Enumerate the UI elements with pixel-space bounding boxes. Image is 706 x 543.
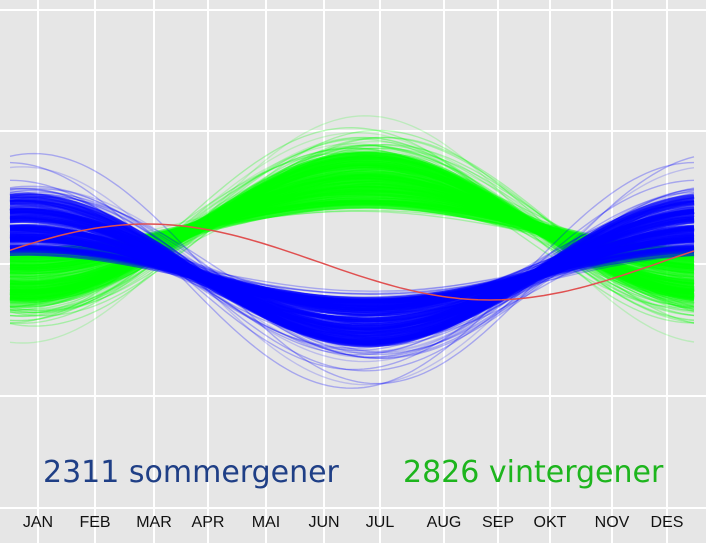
x-tick-label: OKT [534,514,567,531]
x-tick-label: NOV [595,514,630,531]
gene-curve-core-sommergener [9,200,695,343]
gene-curve-vintergener [9,115,695,344]
x-axis-tick-labels: JAN FEB MAR APR MAI JUN JUL AUG SEP OKT NOV DES [23,514,684,531]
x-tick-label: JUL [366,514,395,531]
gene-curve-core-sommergener [9,208,695,337]
summer-gene-curves [9,152,695,389]
x-tick-label: DES [651,514,684,531]
x-tick-label: APR [192,514,225,531]
x-tick-label: MAI [252,514,280,531]
x-tick-label: JAN [23,514,53,531]
gene-curve-core-sommergener [9,235,695,310]
reference-curve-group [9,223,695,301]
gene-curve-sommergener [9,161,695,389]
x-tick-label: AUG [427,514,462,531]
summer-gene-count-label: 2311 sommergener [43,455,340,490]
gene-curve-sommergener [9,152,695,385]
gene-curve-sommergener [9,166,695,386]
winter-gene-count-label: 2826 vintergener [403,455,664,490]
x-tick-label: FEB [79,514,110,531]
reference-curve [9,223,695,301]
x-tick-label: JUN [308,514,339,531]
gene-curve-core-sommergener [9,217,695,330]
x-tick-label: MAR [136,514,172,531]
x-tick-label: SEP [482,514,514,531]
